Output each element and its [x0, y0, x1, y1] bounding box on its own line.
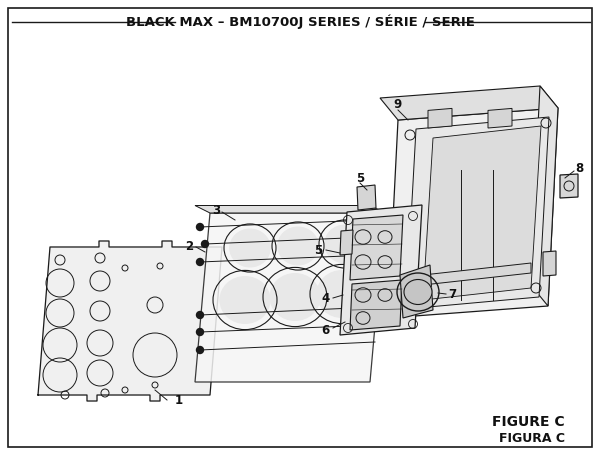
Ellipse shape	[220, 276, 271, 324]
Polygon shape	[195, 213, 385, 382]
Polygon shape	[380, 86, 558, 120]
Polygon shape	[350, 215, 403, 280]
Circle shape	[197, 223, 203, 231]
Ellipse shape	[316, 270, 368, 318]
Text: FIGURE C: FIGURE C	[493, 415, 565, 429]
Polygon shape	[388, 108, 558, 318]
Circle shape	[197, 258, 203, 266]
Text: 2: 2	[185, 239, 193, 253]
Polygon shape	[543, 251, 556, 276]
Polygon shape	[357, 185, 376, 210]
Ellipse shape	[269, 273, 320, 321]
Polygon shape	[340, 230, 353, 255]
Polygon shape	[560, 174, 578, 198]
Ellipse shape	[229, 228, 271, 268]
Text: 6: 6	[322, 324, 330, 337]
Ellipse shape	[324, 224, 366, 263]
Polygon shape	[488, 108, 512, 128]
Text: 7: 7	[448, 288, 456, 302]
Polygon shape	[406, 117, 549, 309]
Ellipse shape	[404, 279, 432, 304]
Polygon shape	[428, 108, 452, 128]
Text: 5: 5	[314, 243, 322, 257]
Text: FIGURA C: FIGURA C	[499, 431, 565, 445]
Polygon shape	[340, 205, 422, 335]
Polygon shape	[400, 265, 433, 318]
Polygon shape	[530, 86, 558, 306]
Circle shape	[202, 241, 209, 248]
Circle shape	[197, 329, 203, 335]
Text: 9: 9	[394, 98, 402, 111]
Circle shape	[197, 347, 203, 354]
Polygon shape	[350, 280, 402, 330]
Text: BLACK MAX – BM10700J SERIES / SÉRIE / SERIE: BLACK MAX – BM10700J SERIES / SÉRIE / SE…	[125, 15, 475, 29]
Polygon shape	[195, 206, 385, 213]
Polygon shape	[423, 126, 541, 300]
Polygon shape	[38, 241, 222, 401]
Text: 5: 5	[356, 172, 364, 184]
Text: 4: 4	[322, 292, 330, 304]
Ellipse shape	[277, 227, 319, 266]
Text: 3: 3	[212, 203, 220, 217]
Circle shape	[197, 312, 203, 318]
Text: 1: 1	[175, 394, 183, 406]
Text: 8: 8	[575, 162, 583, 175]
Polygon shape	[423, 263, 531, 285]
